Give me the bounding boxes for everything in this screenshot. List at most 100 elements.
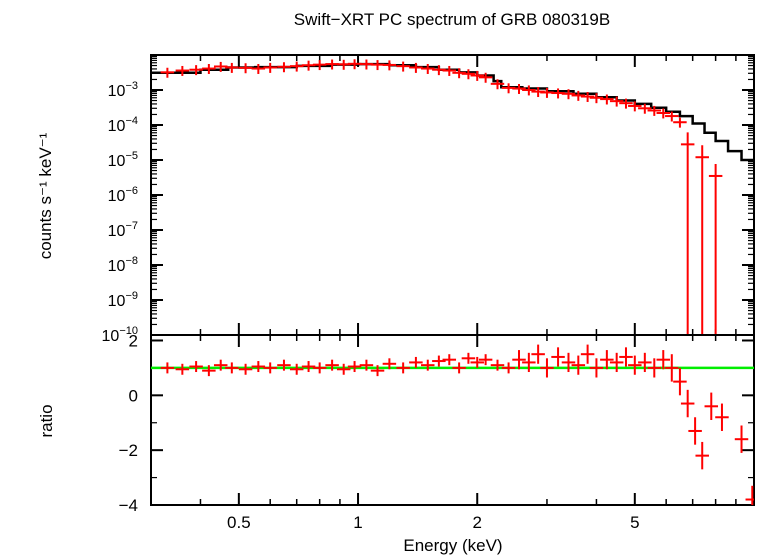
ratio-point [251,361,266,373]
data-point [619,98,633,109]
ratio-x-tick-labels: 0.5 1 2 5 [227,513,640,532]
data-point [571,90,586,101]
ratio-point [225,362,239,374]
y-tick-label: 0 [129,386,138,405]
data-point [325,59,339,70]
y-tick-label: 10−9 [108,290,138,310]
ratio-point [396,362,410,374]
data-point [609,96,624,107]
data-point [665,111,679,122]
ratio-y-axis-label: ratio [37,404,56,437]
data-point [647,105,662,116]
ratio-point [301,361,316,373]
y-tick-label: 10−8 [108,255,138,275]
data-point [409,62,423,73]
ratio-point [551,347,565,367]
y-tick-label: 10−7 [108,220,138,240]
y-tick-label: −2 [119,441,138,460]
ratio-point [470,356,484,368]
ratio-point [734,425,749,453]
data-point [628,101,642,112]
ratio-point [382,358,397,370]
data-point [213,61,228,72]
ratio-point [336,363,351,375]
ratio-point [202,365,216,377]
ratio-point [561,352,576,373]
ratio-point [571,355,586,375]
data-point [347,59,362,70]
data-point [175,65,190,76]
spectrum-y-tick-labels: 10−3 10−4 10−5 10−6 10−7 10−8 10−9 10−10 [102,80,138,345]
ratio-data-series [160,344,754,505]
data-point [656,108,671,119]
data-point [370,60,385,71]
y-tick-label: 2 [129,331,138,350]
ratio-point [522,352,536,373]
ratio-point [325,359,339,371]
ratio-point [263,362,277,374]
ratio-point [512,350,526,370]
ratio-point [647,358,662,378]
data-point [490,79,505,90]
data-point [673,117,687,128]
chart-title: Swift−XRT PC spectrum of GRB 080319B [294,10,610,29]
data-point [251,63,266,74]
ratio-point [589,358,604,378]
x-tick-label: 0.5 [227,513,251,532]
data-point [522,85,536,96]
ratio-point [688,417,702,445]
ratio-point [656,350,671,370]
data-point [263,62,277,73]
ratio-point [432,355,446,367]
x-axis-label: Energy (keV) [403,536,502,555]
ratio-point [347,361,362,373]
ratio-point [580,344,595,364]
ratio-point [531,344,545,364]
ratio-point [277,359,291,371]
ratio-point [370,365,385,377]
ratio-panel-frame [150,334,755,506]
data-point [512,83,526,94]
data-point [238,63,253,74]
ratio-point [461,352,476,364]
ratio-x-ticks [150,335,737,505]
data-point [189,65,203,76]
ratio-point [442,354,457,366]
ratio-point [665,354,679,382]
ratio-panel: 0.5 1 2 5 2 0 −2 −4 ratio Energy (keV) [37,331,755,555]
ratio-point [490,359,505,371]
ratio-point [452,362,466,374]
ratio-point [609,352,624,373]
ratio-point [421,359,435,371]
ratio-point [478,354,493,366]
x-tick-label: 1 [353,513,362,532]
ratio-point [540,358,554,378]
data-point [600,94,614,105]
y-tick-label: 10−6 [108,185,138,205]
ratio-point [289,363,304,375]
data-point [160,67,175,78]
data-point [442,65,457,76]
data-point [695,145,709,335]
ratio-point [189,361,203,373]
data-point [277,62,291,73]
ratio-point [213,359,228,371]
data-series [160,59,723,335]
data-point [638,103,652,114]
data-point [461,69,476,80]
data-point [396,61,410,72]
ratio-y-tick-labels: 2 0 −2 −4 [119,331,138,515]
y-tick-label: 10−5 [108,150,138,170]
ratio-point [745,485,754,505]
data-point [478,72,493,83]
x-tick-label: 2 [473,513,482,532]
ratio-point [673,367,687,396]
ratio-point [628,355,642,375]
ratio-point [715,403,729,431]
spectrum-panel: 10−3 10−4 10−5 10−6 10−7 10−8 10−9 10−10 counts… [36,54,755,345]
y-tick-label: −4 [119,496,138,515]
ratio-point [238,363,253,375]
data-point [202,63,216,74]
y-tick-label: 10−4 [108,115,138,135]
